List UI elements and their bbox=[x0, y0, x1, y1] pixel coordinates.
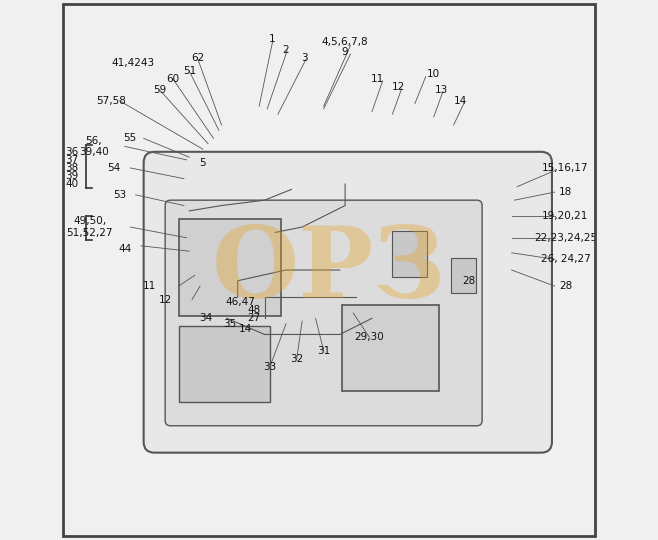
Text: 28: 28 bbox=[462, 276, 475, 286]
Text: 18: 18 bbox=[559, 187, 572, 197]
Text: 29,30: 29,30 bbox=[355, 332, 384, 342]
FancyBboxPatch shape bbox=[143, 152, 552, 453]
Text: 46,47: 46,47 bbox=[226, 297, 255, 307]
Text: 53: 53 bbox=[113, 190, 126, 200]
Text: 34: 34 bbox=[199, 313, 212, 323]
Text: 9: 9 bbox=[342, 48, 349, 57]
Text: 11: 11 bbox=[370, 75, 384, 84]
Text: 26, 24,27: 26, 24,27 bbox=[540, 254, 590, 264]
Text: 12: 12 bbox=[159, 294, 172, 305]
Text: 39: 39 bbox=[66, 171, 79, 181]
FancyBboxPatch shape bbox=[342, 305, 439, 391]
Text: 40: 40 bbox=[66, 179, 79, 189]
Text: 31: 31 bbox=[317, 346, 330, 355]
Text: 15,16,17: 15,16,17 bbox=[542, 163, 589, 173]
Text: 14: 14 bbox=[239, 324, 253, 334]
Text: 4,5,6,7,8: 4,5,6,7,8 bbox=[322, 37, 368, 46]
FancyBboxPatch shape bbox=[178, 326, 270, 402]
Text: 59: 59 bbox=[153, 85, 166, 95]
Text: 5: 5 bbox=[199, 158, 206, 167]
Text: 54: 54 bbox=[107, 163, 120, 173]
Text: 19,20,21: 19,20,21 bbox=[542, 211, 588, 221]
Text: 35: 35 bbox=[223, 319, 236, 329]
FancyBboxPatch shape bbox=[392, 231, 427, 277]
Text: 28: 28 bbox=[559, 281, 572, 291]
Text: 32: 32 bbox=[290, 354, 303, 363]
Text: 36: 36 bbox=[66, 147, 79, 157]
Text: 56,
39,40: 56, 39,40 bbox=[79, 136, 109, 157]
Text: 49,50,
51,52,27: 49,50, 51,52,27 bbox=[66, 216, 113, 238]
FancyBboxPatch shape bbox=[451, 258, 476, 293]
Text: 44: 44 bbox=[118, 244, 132, 253]
Text: 37: 37 bbox=[66, 155, 79, 165]
Text: 14: 14 bbox=[454, 96, 467, 106]
Text: ОРЗ: ОРЗ bbox=[212, 221, 446, 319]
FancyBboxPatch shape bbox=[178, 219, 281, 316]
Text: 10: 10 bbox=[427, 69, 440, 79]
Text: 27: 27 bbox=[247, 313, 261, 323]
Text: 57,58: 57,58 bbox=[97, 96, 126, 106]
Text: 62: 62 bbox=[191, 53, 204, 63]
FancyBboxPatch shape bbox=[165, 200, 482, 426]
Text: 60: 60 bbox=[166, 75, 180, 84]
Text: 22,23,24,25: 22,23,24,25 bbox=[534, 233, 597, 243]
Text: 51: 51 bbox=[183, 66, 196, 76]
Text: 11: 11 bbox=[142, 281, 156, 291]
Text: 2: 2 bbox=[283, 45, 290, 55]
Text: 55: 55 bbox=[124, 133, 137, 144]
Text: 48: 48 bbox=[247, 305, 261, 315]
Text: 13: 13 bbox=[435, 85, 449, 95]
Text: 3: 3 bbox=[301, 53, 308, 63]
Text: 41,4243: 41,4243 bbox=[111, 58, 155, 68]
Text: 38: 38 bbox=[66, 163, 79, 173]
Text: 1: 1 bbox=[269, 34, 276, 44]
Text: 12: 12 bbox=[392, 82, 405, 92]
Text: 33: 33 bbox=[263, 362, 276, 372]
